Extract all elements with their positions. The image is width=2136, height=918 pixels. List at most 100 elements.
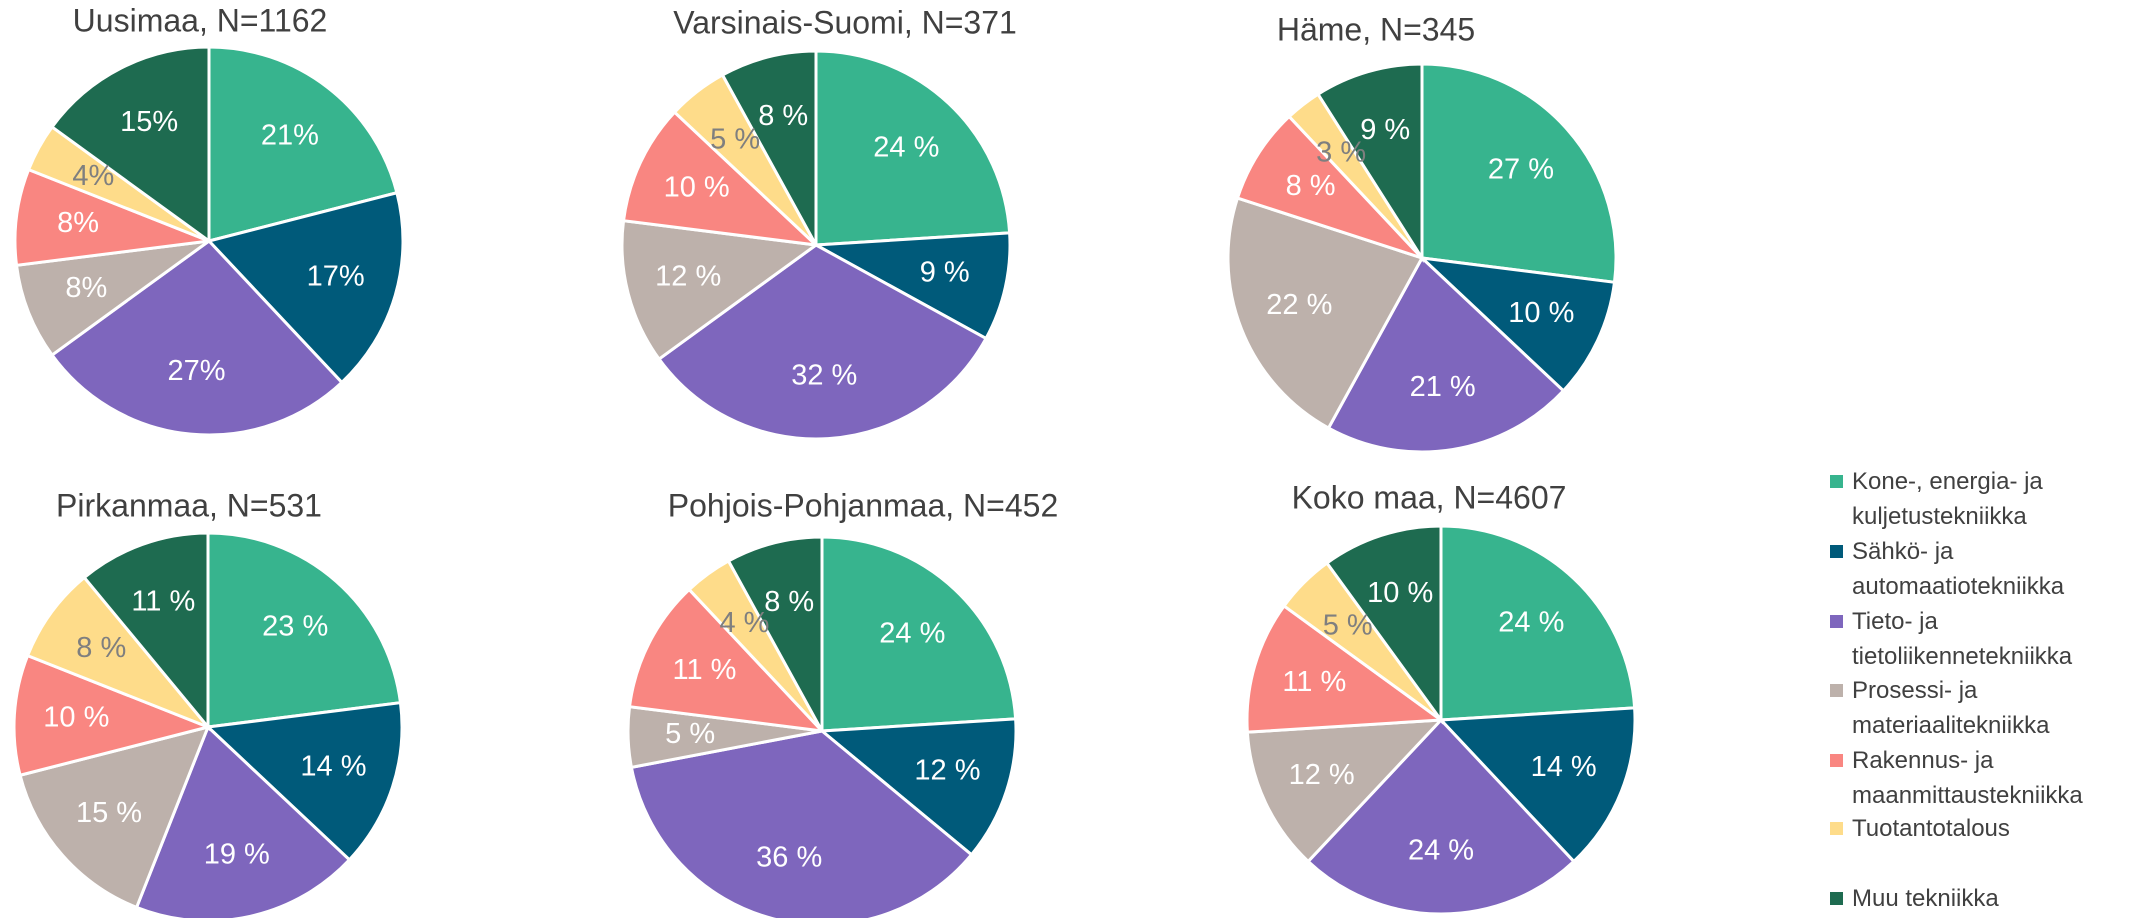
legend-label: Muu tekniikka [1852,885,1999,912]
pie-slice [1420,62,1618,284]
data-label: 27 % [1488,153,1554,185]
chart-title: Pirkanmaa, N=531 [56,487,322,523]
pie-slice [629,729,974,918]
pie-slice [810,231,1012,341]
legend-item: Prosessi- ja materiaalitekniikka [1830,673,2130,743]
legend-swatch [1830,684,1843,697]
legend-item: Rakennus- ja maanmittaustekniikka [1830,743,2130,813]
legend-swatch [1830,545,1843,558]
data-label: 22 % [1266,289,1332,321]
pie-slice [656,243,989,441]
data-label: 36 % [756,841,822,873]
data-label: 5 % [710,123,760,155]
data-label: 3 % [1316,136,1366,168]
legend-swatch [1830,822,1843,835]
pie-slice [1315,62,1424,264]
pie-slice [820,535,1018,733]
pie-slice [726,535,824,732]
data-label: 10 % [664,171,730,203]
pie-slice [12,653,213,778]
data-label: 8% [57,207,99,239]
legend-swatch [1830,615,1843,628]
data-label: 8 % [76,632,126,664]
legend-item: Kone-, energia- ja kuljetustekniikka [1830,464,2130,534]
chart-title: Varsinais-Suomi, N=371 [673,4,1017,40]
data-label: 12 % [655,260,721,292]
data-label: 10 % [1367,577,1433,609]
pie-slice [1326,255,1566,454]
legend-label: Rakennus- ja maanmittaustekniikka [1852,747,2083,809]
pie-slice [1417,255,1617,393]
data-label: 24 % [879,617,945,649]
data-label: 10 % [43,701,109,733]
pie-slice [14,239,210,358]
chart-title: Koko maa, N=4607 [1292,479,1567,515]
pie-slice [818,717,1018,857]
legend-item: Tuotantotalous [1830,811,2130,846]
data-label: 32 % [791,359,857,391]
data-label: 21% [261,119,319,151]
legend-item: Tieto- ja tietoliikennetekniikka [1830,604,2130,674]
legend-label: Sähkö- ja automaatiotekniikka [1852,538,2065,600]
pie-slice [207,45,399,243]
pie-slice [13,167,210,267]
legend-item: Sähkö- ja automaatiotekniikka [1830,534,2130,604]
data-label: 11 % [1282,666,1346,698]
data-label: 11 % [672,654,736,686]
pie-slice [1226,196,1425,431]
legend-label: Kone-, energia- ja kuljetustekniikka [1852,468,2043,530]
data-label: 10 % [1508,297,1574,329]
data-label: 24 % [1408,835,1474,867]
pie-slice [206,190,405,385]
pie-slice [25,575,210,729]
legend-swatch [1830,475,1843,488]
pie-slice [621,110,821,248]
pie-slice [18,724,211,910]
data-label: 8 % [764,586,814,618]
legend-label: Tuotantotalous [1852,815,2010,842]
data-label: 14 % [300,750,366,782]
pie-slice [1245,603,1446,734]
pie-slice [1324,524,1443,725]
data-label: 9 % [920,256,970,288]
chart-title: Häme, N=345 [1277,11,1475,47]
pie-slice [1437,706,1637,864]
chart-title: Uusimaa, N=1162 [73,2,328,38]
pie-slice [49,45,211,244]
data-label: 9 % [1360,114,1410,146]
data-label: 8% [65,272,107,304]
data-label: 15 % [76,797,142,829]
pie-slice [206,531,403,729]
legend-label: Prosessi- ja materiaalitekniikka [1852,677,2050,739]
pie-slice [82,531,210,732]
pie-slice [620,219,820,362]
chart-title: Pohjois-Pohjanmaa, N=452 [668,487,1058,523]
data-label: 12 % [1289,759,1355,791]
pie-slice [1306,717,1576,916]
data-label: 11 % [131,586,195,618]
data-label: 5 % [1323,609,1373,641]
data-label: 14 % [1531,751,1597,783]
data-label: 8 % [1286,170,1336,202]
pie-slice [204,701,404,862]
pie-slice [814,49,1012,247]
data-label: 27% [168,355,226,387]
data-label: 23 % [262,611,328,643]
data-label: 24 % [1498,606,1564,638]
data-label: 19 % [204,838,270,870]
legend-label: Tieto- ja tietoliikennetekniikka [1852,608,2073,670]
data-label: 12 % [914,754,980,786]
pie-slice [1245,718,1445,864]
pie-slice [1235,114,1424,260]
pie-slice [49,239,344,437]
data-label: 4% [72,160,114,192]
data-label: 24 % [873,131,939,163]
legend-item: Muu tekniikka [1830,881,2130,916]
pie-slice [1439,524,1637,722]
data-label: 15% [120,106,178,138]
data-label: 4 % [719,607,769,639]
pie-slice [627,587,826,734]
data-label: 21 % [1410,371,1476,403]
